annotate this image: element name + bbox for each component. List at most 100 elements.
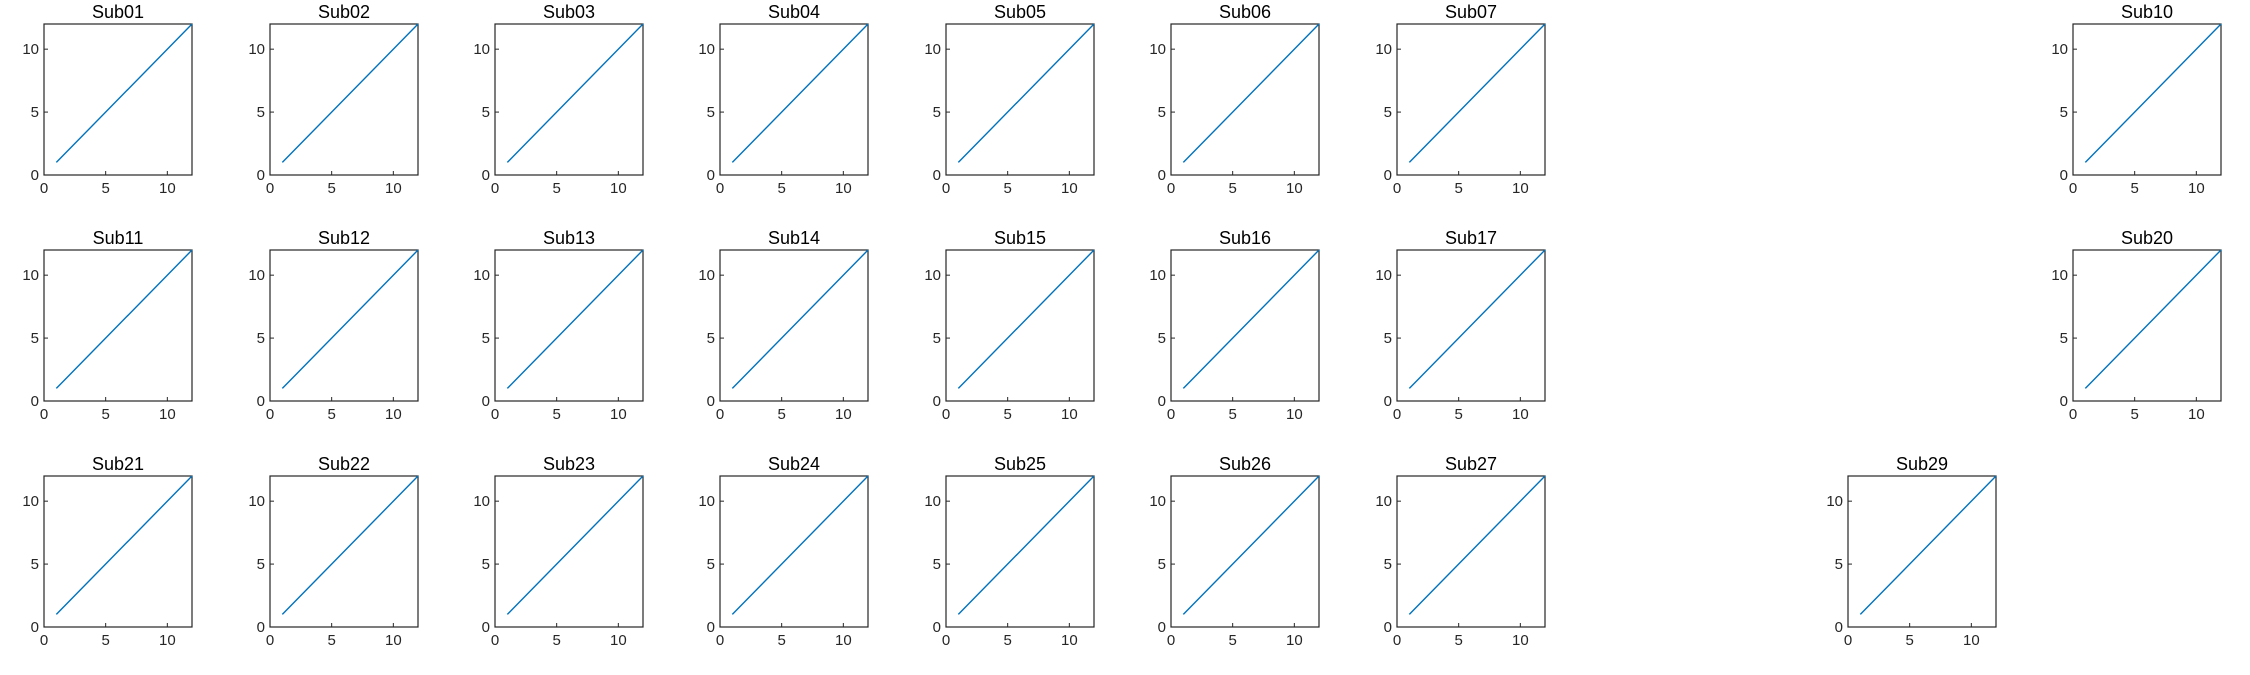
subplot-sub06: Sub06 0 5 10 0 5 10 <box>1149 2 1320 197</box>
x-tick-label: 10 <box>1061 406 1078 423</box>
x-tick-label: 5 <box>1228 632 1236 649</box>
x-tick-label: 10 <box>1061 180 1078 197</box>
x-tick-label: 0 <box>40 632 48 649</box>
subplot-sub11: Sub11 0 5 10 0 5 10 <box>22 228 193 423</box>
x-tick-label: 10 <box>1286 406 1303 423</box>
axes-frame <box>945 23 1095 176</box>
y-tick-label: 10 <box>1149 493 1166 510</box>
y-tick-label: 5 <box>31 330 39 347</box>
subplot-sub29: Sub29 0 5 10 0 5 10 <box>1826 454 1997 649</box>
x-tick-label: 0 <box>942 406 950 423</box>
y-tick-label: 5 <box>257 556 265 573</box>
subplot-sub12: Sub12 0 5 10 0 5 10 <box>248 228 419 423</box>
subplot-title: Sub24 <box>768 454 820 474</box>
subplot-title: Sub17 <box>1445 228 1497 248</box>
x-tick-label: 5 <box>552 406 560 423</box>
y-tick-label: 0 <box>1158 619 1166 636</box>
y-tick-label: 5 <box>933 556 941 573</box>
series-line <box>2084 249 2222 389</box>
x-tick-label: 10 <box>385 180 402 197</box>
y-tick-label: 10 <box>924 41 941 58</box>
x-tick-label: 10 <box>835 406 852 423</box>
x-tick-label: 5 <box>327 180 335 197</box>
x-tick-label: 0 <box>491 180 499 197</box>
axes-frame <box>269 23 419 176</box>
y-tick-label: 0 <box>1835 619 1843 636</box>
axes-frame <box>269 475 419 628</box>
series-line <box>1408 23 1546 163</box>
x-tick-label: 10 <box>1512 632 1529 649</box>
y-tick-label: 5 <box>933 330 941 347</box>
y-tick-label: 10 <box>2051 267 2068 284</box>
axes-frame <box>1396 23 1546 176</box>
y-tick-label: 10 <box>1375 493 1392 510</box>
y-tick-label: 0 <box>1158 393 1166 410</box>
series-line <box>1182 475 1320 615</box>
axes-frame <box>494 23 644 176</box>
series-line <box>731 475 869 615</box>
y-tick-label: 10 <box>248 41 265 58</box>
x-tick-label: 5 <box>777 632 785 649</box>
axes-frame <box>494 249 644 402</box>
y-tick-label: 0 <box>707 619 715 636</box>
axes-frame <box>269 249 419 402</box>
y-tick-label: 10 <box>698 41 715 58</box>
x-tick-label: 0 <box>1167 180 1175 197</box>
x-tick-label: 0 <box>942 632 950 649</box>
y-tick-label: 10 <box>1375 267 1392 284</box>
x-tick-label: 5 <box>101 180 109 197</box>
x-tick-label: 0 <box>1393 632 1401 649</box>
y-tick-label: 5 <box>257 330 265 347</box>
x-tick-label: 10 <box>1512 180 1529 197</box>
subplot-sub07: Sub07 0 5 10 0 5 10 <box>1375 2 1546 197</box>
y-tick-label: 10 <box>698 493 715 510</box>
x-tick-label: 0 <box>266 406 274 423</box>
x-tick-label: 5 <box>1454 180 1462 197</box>
subplot-title: Sub21 <box>92 454 144 474</box>
subplot-title: Sub11 <box>93 228 144 248</box>
axes-frame <box>945 249 1095 402</box>
x-tick-label: 5 <box>552 180 560 197</box>
series-line <box>1182 23 1320 163</box>
subplot-title: Sub07 <box>1445 2 1497 22</box>
subplot-sub26: Sub26 0 5 10 0 5 10 <box>1149 454 1320 649</box>
series-line <box>1859 475 1997 615</box>
y-tick-label: 0 <box>933 619 941 636</box>
subplot-sub25: Sub25 0 5 10 0 5 10 <box>924 454 1095 649</box>
y-tick-label: 5 <box>31 104 39 121</box>
y-tick-label: 10 <box>22 267 39 284</box>
x-tick-label: 10 <box>2188 180 2205 197</box>
x-tick-label: 5 <box>1454 632 1462 649</box>
series-line <box>281 475 419 615</box>
y-tick-label: 0 <box>1158 167 1166 184</box>
subplot-title: Sub05 <box>994 2 1046 22</box>
y-tick-label: 10 <box>924 267 941 284</box>
x-tick-label: 0 <box>40 180 48 197</box>
series-line <box>55 23 193 163</box>
subplot-sub03: Sub03 0 5 10 0 5 10 <box>473 2 644 197</box>
x-tick-label: 10 <box>835 632 852 649</box>
x-tick-label: 5 <box>327 406 335 423</box>
subplot-title: Sub10 <box>2121 2 2173 22</box>
x-tick-label: 0 <box>716 406 724 423</box>
axes-frame <box>719 23 869 176</box>
x-tick-label: 10 <box>1512 406 1529 423</box>
y-tick-label: 10 <box>473 267 490 284</box>
y-tick-label: 0 <box>1384 393 1392 410</box>
subplot-sub16: Sub16 0 5 10 0 5 10 <box>1149 228 1320 423</box>
x-tick-label: 5 <box>2130 406 2138 423</box>
subplot-title: Sub04 <box>768 2 820 22</box>
y-tick-label: 5 <box>2060 104 2068 121</box>
axes-frame <box>1170 475 1320 628</box>
subplot-sub27: Sub27 0 5 10 0 5 10 <box>1375 454 1546 649</box>
axes-frame <box>1170 249 1320 402</box>
x-tick-label: 0 <box>1844 632 1852 649</box>
subplot-sub13: Sub13 0 5 10 0 5 10 <box>473 228 644 423</box>
axes-frame <box>2072 23 2222 176</box>
x-tick-label: 10 <box>610 632 627 649</box>
y-tick-label: 5 <box>1384 556 1392 573</box>
y-tick-label: 0 <box>257 393 265 410</box>
subplot-title: Sub01 <box>92 2 144 22</box>
x-tick-label: 10 <box>159 632 176 649</box>
